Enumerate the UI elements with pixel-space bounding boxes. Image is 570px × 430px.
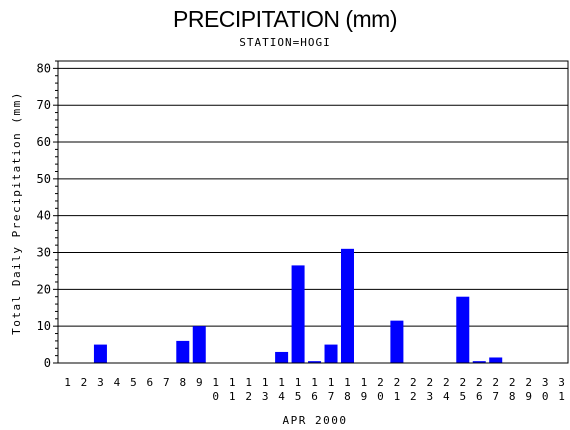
x-tick-label: 1 [311,376,318,389]
axes [57,60,569,364]
bar-day-18 [340,248,354,363]
x-tick-label: 8 [344,390,351,403]
x-axis-label: APR 2000 [283,414,348,427]
bar-day-15 [291,265,305,363]
x-tick-label: 1 [64,376,71,389]
bar-series [93,248,503,363]
x-tick-label: 3 [558,376,565,389]
y-tick-label: 20 [37,282,51,296]
y-axis-ticks: 0 10 20 30 40 50 60 70 80 [37,60,58,370]
x-tick-label: 2 [492,376,499,389]
x-tick-label: 5 [130,376,137,389]
x-tick-label: 1 [328,376,335,389]
x-tick-label: 3 [427,390,434,403]
y-tick-label: 50 [37,172,51,186]
x-tick-label: 1 [229,390,236,403]
y-axis-label: Total Daily Precipitation (mm) [10,91,23,335]
chart-subtitle: STATION=HOGI [239,36,331,49]
y-tick-label: 60 [37,135,51,149]
y-tick-label: 80 [37,61,51,75]
bar-day-26 [472,361,486,363]
bar-day-3 [93,344,107,363]
x-tick-label: 2 [443,376,450,389]
x-tick-label: 0 [377,390,384,403]
x-tick-label: 9 [525,390,532,403]
x-tick-label: 6 [476,390,483,403]
x-tick-label: 2 [459,376,466,389]
x-tick-label: 2 [81,376,88,389]
x-tick-label: 1 [394,390,401,403]
bar-day-25 [456,296,470,363]
x-axis-ticks: 1 2 3 4 5 6 7 8 9 1011121314151617181920212223242… [64,376,565,403]
y-tick-label: 0 [44,356,51,370]
x-tick-label: 4 [114,376,121,389]
x-tick-label: 7 [163,376,170,389]
plot-frame [57,60,569,364]
y-tick-label: 10 [37,319,51,333]
chart-title: PRECIPITATION (mm) [173,6,397,32]
x-tick-label: 5 [459,390,466,403]
x-tick-label: 1 [229,376,236,389]
bar-day-27 [489,357,503,363]
y-tick-label: 40 [37,209,51,223]
x-tick-label: 2 [525,376,532,389]
x-tick-label: 1 [361,376,368,389]
x-tick-label: 0 [212,390,219,403]
x-tick-label: 3 [542,376,549,389]
x-tick-label: 3 [262,390,269,403]
x-tick-label: 6 [147,376,154,389]
x-tick-label: 7 [328,390,335,403]
x-tick-label: 2 [394,376,401,389]
x-tick-label: 1 [278,376,285,389]
x-tick-label: 4 [443,390,450,403]
x-tick-label: 7 [492,390,499,403]
x-tick-label: 1 [344,376,351,389]
x-tick-label: 8 [509,390,516,403]
x-tick-label: 1 [245,376,252,389]
x-tick-label: 2 [427,376,434,389]
x-tick-label: 0 [542,390,549,403]
x-tick-label: 1 [262,376,269,389]
x-tick-label: 1 [558,390,565,403]
x-tick-label: 2 [410,390,417,403]
x-tick-label: 9 [361,390,368,403]
y-tick-label: 70 [37,98,51,112]
bar-day-21 [390,320,404,363]
x-tick-label: 2 [377,376,384,389]
x-tick-label: 4 [278,390,285,403]
x-tick-label: 8 [179,376,186,389]
bar-day-17 [324,344,338,363]
bar-day-14 [275,351,289,363]
x-tick-label: 2 [410,376,417,389]
x-tick-label: 5 [295,390,302,403]
x-tick-label: 3 [97,376,104,389]
x-tick-label: 1 [212,376,219,389]
x-tick-label: 2 [476,376,483,389]
x-tick-label: 9 [196,376,203,389]
x-tick-label: 2 [245,390,252,403]
bar-day-8 [176,340,190,363]
x-tick-label: 2 [509,376,516,389]
x-tick-label: 1 [295,376,302,389]
gridlines [58,67,568,327]
y-tick-label: 30 [37,246,51,260]
x-tick-label: 6 [311,390,318,403]
bar-day-9 [192,326,206,363]
bar-day-16 [308,361,322,363]
